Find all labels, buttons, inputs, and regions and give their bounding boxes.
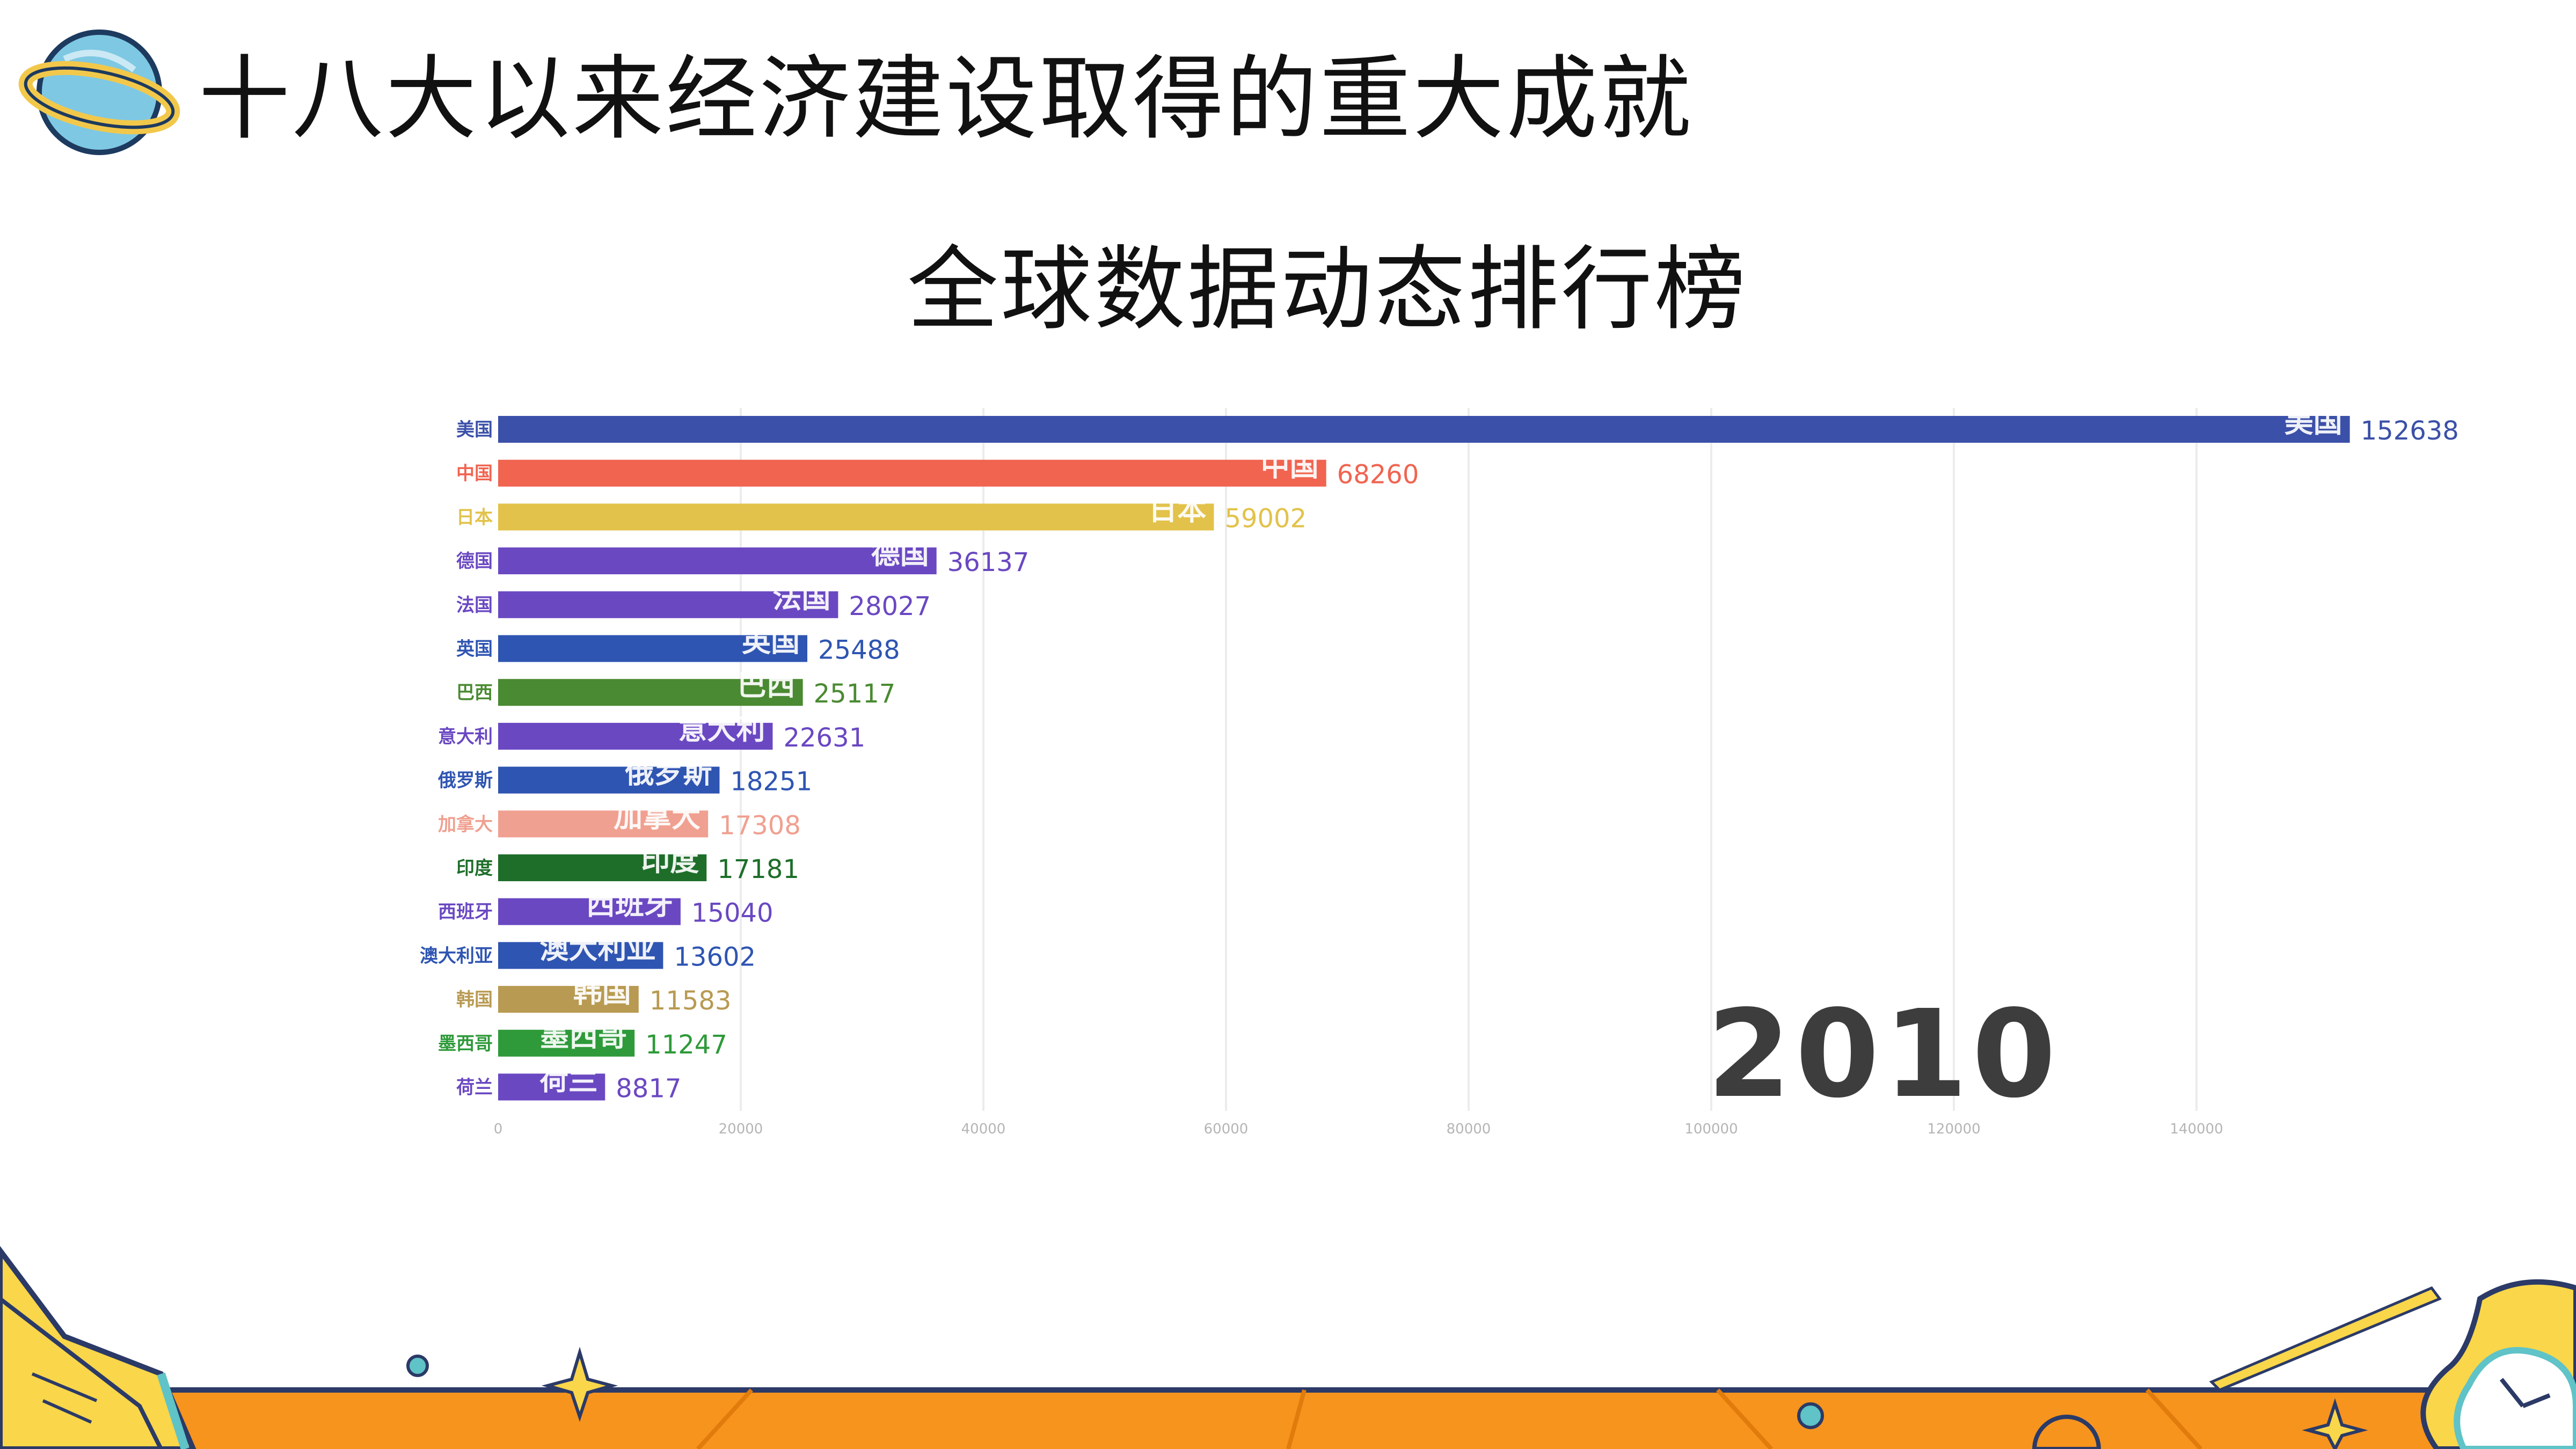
category-label: 德国 <box>456 551 493 572</box>
bar-inner-label: 俄罗斯 <box>624 756 712 790</box>
x-tick-label: 20000 <box>719 1121 763 1137</box>
dot-icon <box>1797 1402 1824 1429</box>
category-label: 加拿大 <box>438 814 493 835</box>
category-label: 巴西 <box>456 682 493 704</box>
sparkle-icon <box>541 1346 618 1422</box>
bar <box>498 898 681 925</box>
dot-icon <box>406 1355 429 1377</box>
value-label: 11247 <box>645 1030 727 1060</box>
page-title: 十八大以来经济建设取得的重大成就 <box>199 46 1694 152</box>
bar-inner-label: 意大利 <box>678 712 765 746</box>
bar <box>498 679 803 706</box>
category-label: 韩国 <box>456 989 493 1011</box>
clock-icon <box>2420 1279 2576 1449</box>
value-label: 11583 <box>650 986 732 1016</box>
chart-title: 全球数据动态排行榜 <box>907 237 1748 343</box>
bar-inner-label: 巴西 <box>738 668 796 702</box>
category-label: 日本 <box>456 507 493 528</box>
value-label: 59002 <box>1224 503 1307 533</box>
value-label: 22631 <box>783 723 865 753</box>
x-tick-label: 40000 <box>961 1121 1006 1137</box>
bar-inner-label: 中国 <box>1261 449 1319 483</box>
bar <box>498 503 1214 531</box>
x-tick-label: 0 <box>494 1121 503 1137</box>
bar <box>498 547 937 575</box>
bar <box>498 722 773 750</box>
bar <box>498 416 2350 443</box>
x-tick-label: 120000 <box>1927 1121 1980 1137</box>
x-tick-label: 140000 <box>2170 1121 2223 1137</box>
bar-inner-label: 墨西哥 <box>540 1019 627 1053</box>
value-label: 8817 <box>616 1074 681 1104</box>
bar <box>498 635 808 662</box>
bar <box>498 591 838 618</box>
year-label: 2010 <box>1707 984 2061 1125</box>
bar-inner-label: 日本 <box>1148 493 1206 526</box>
open-book-icon <box>0 1246 196 1449</box>
comet-icon <box>2209 1286 2442 1392</box>
category-label: 墨西哥 <box>438 1033 493 1055</box>
bars: 美国 美国 152638 中国 中国 68260 日本 日本 59002 德国 德国 36137 法国 法… <box>420 405 2459 1104</box>
ball-icon <box>2032 1415 2101 1449</box>
bar-inner-label: 美国 <box>2285 405 2343 439</box>
bar <box>498 1029 635 1057</box>
category-label: 荷兰 <box>456 1077 493 1099</box>
x-tick-label: 60000 <box>1204 1121 1249 1137</box>
bar <box>498 459 1326 487</box>
category-label: 美国 <box>456 419 493 441</box>
x-tick-label: 100000 <box>1684 1121 1738 1137</box>
category-label: 英国 <box>456 639 493 660</box>
bar <box>498 986 639 1013</box>
value-label: 18251 <box>730 767 812 797</box>
category-label: 俄罗斯 <box>437 770 493 792</box>
bar <box>498 854 707 881</box>
bar-inner-label: 印度 <box>641 844 699 877</box>
bar-inner-label: 英国 <box>742 625 800 658</box>
bar-inner-label: 澳大利亚 <box>539 931 655 965</box>
value-label: 15040 <box>691 898 773 928</box>
value-label: 13602 <box>674 942 756 972</box>
value-label: 17308 <box>719 810 801 840</box>
x-tick-label: 80000 <box>1447 1121 1491 1137</box>
bar-inner-label: 韩国 <box>573 975 631 1009</box>
bar <box>498 810 709 838</box>
value-label: 25488 <box>818 635 900 665</box>
category-label: 中国 <box>456 463 493 485</box>
sparkle-icon <box>2302 1398 2368 1449</box>
bar <box>498 942 663 969</box>
category-label: 印度 <box>456 858 493 879</box>
bar <box>498 766 720 794</box>
value-label: 152638 <box>2361 416 2459 446</box>
bar-inner-label: 荷兰 <box>539 1063 597 1097</box>
value-label: 17181 <box>717 854 799 884</box>
bar-inner-label: 德国 <box>871 537 929 570</box>
category-label: 西班牙 <box>438 902 493 923</box>
x-axis-ticks: 0 20000 40000 60000 80000 100000 120000 140000 <box>494 1121 2223 1137</box>
value-label: 25117 <box>814 679 896 709</box>
value-label: 68260 <box>1337 460 1419 490</box>
planet-icon <box>18 30 180 155</box>
category-label: 澳大利亚 <box>420 945 493 967</box>
bar <box>498 1073 605 1101</box>
category-label: 法国 <box>456 595 493 616</box>
bar-inner-label: 法国 <box>772 581 830 614</box>
value-label: 36137 <box>947 547 1030 577</box>
value-label: 28027 <box>849 591 931 621</box>
category-label: 意大利 <box>438 726 493 748</box>
bar-inner-label: 加拿大 <box>614 800 700 833</box>
bar-inner-label: 西班牙 <box>586 888 673 921</box>
